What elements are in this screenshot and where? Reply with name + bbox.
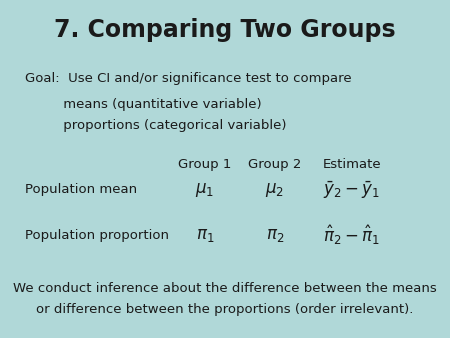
Text: 7. Comparing Two Groups: 7. Comparing Two Groups [54,18,396,42]
Text: Population proportion: Population proportion [25,228,169,241]
Text: Estimate: Estimate [323,158,381,171]
Text: or difference between the proportions (order irrelevant).: or difference between the proportions (o… [36,303,414,316]
Text: $\pi_1$: $\pi_1$ [196,226,214,244]
Text: $\pi_2$: $\pi_2$ [266,226,284,244]
Text: $\bar{y}_2 - \bar{y}_1$: $\bar{y}_2 - \bar{y}_1$ [324,179,381,201]
Text: $\mu_2$: $\mu_2$ [266,181,284,199]
Text: proportions (categorical variable): proportions (categorical variable) [25,119,287,132]
Text: means (quantitative variable): means (quantitative variable) [25,98,261,111]
Text: Group 1: Group 1 [178,158,232,171]
Text: We conduct inference about the difference between the means: We conduct inference about the differenc… [13,282,437,295]
Text: Population mean: Population mean [25,184,137,196]
Text: $\hat{\pi}_2 - \hat{\pi}_1$: $\hat{\pi}_2 - \hat{\pi}_1$ [324,223,381,247]
Text: $\mu_1$: $\mu_1$ [195,181,215,199]
Text: Goal:  Use CI and/or significance test to compare: Goal: Use CI and/or significance test to… [25,72,351,85]
Text: Group 2: Group 2 [248,158,302,171]
